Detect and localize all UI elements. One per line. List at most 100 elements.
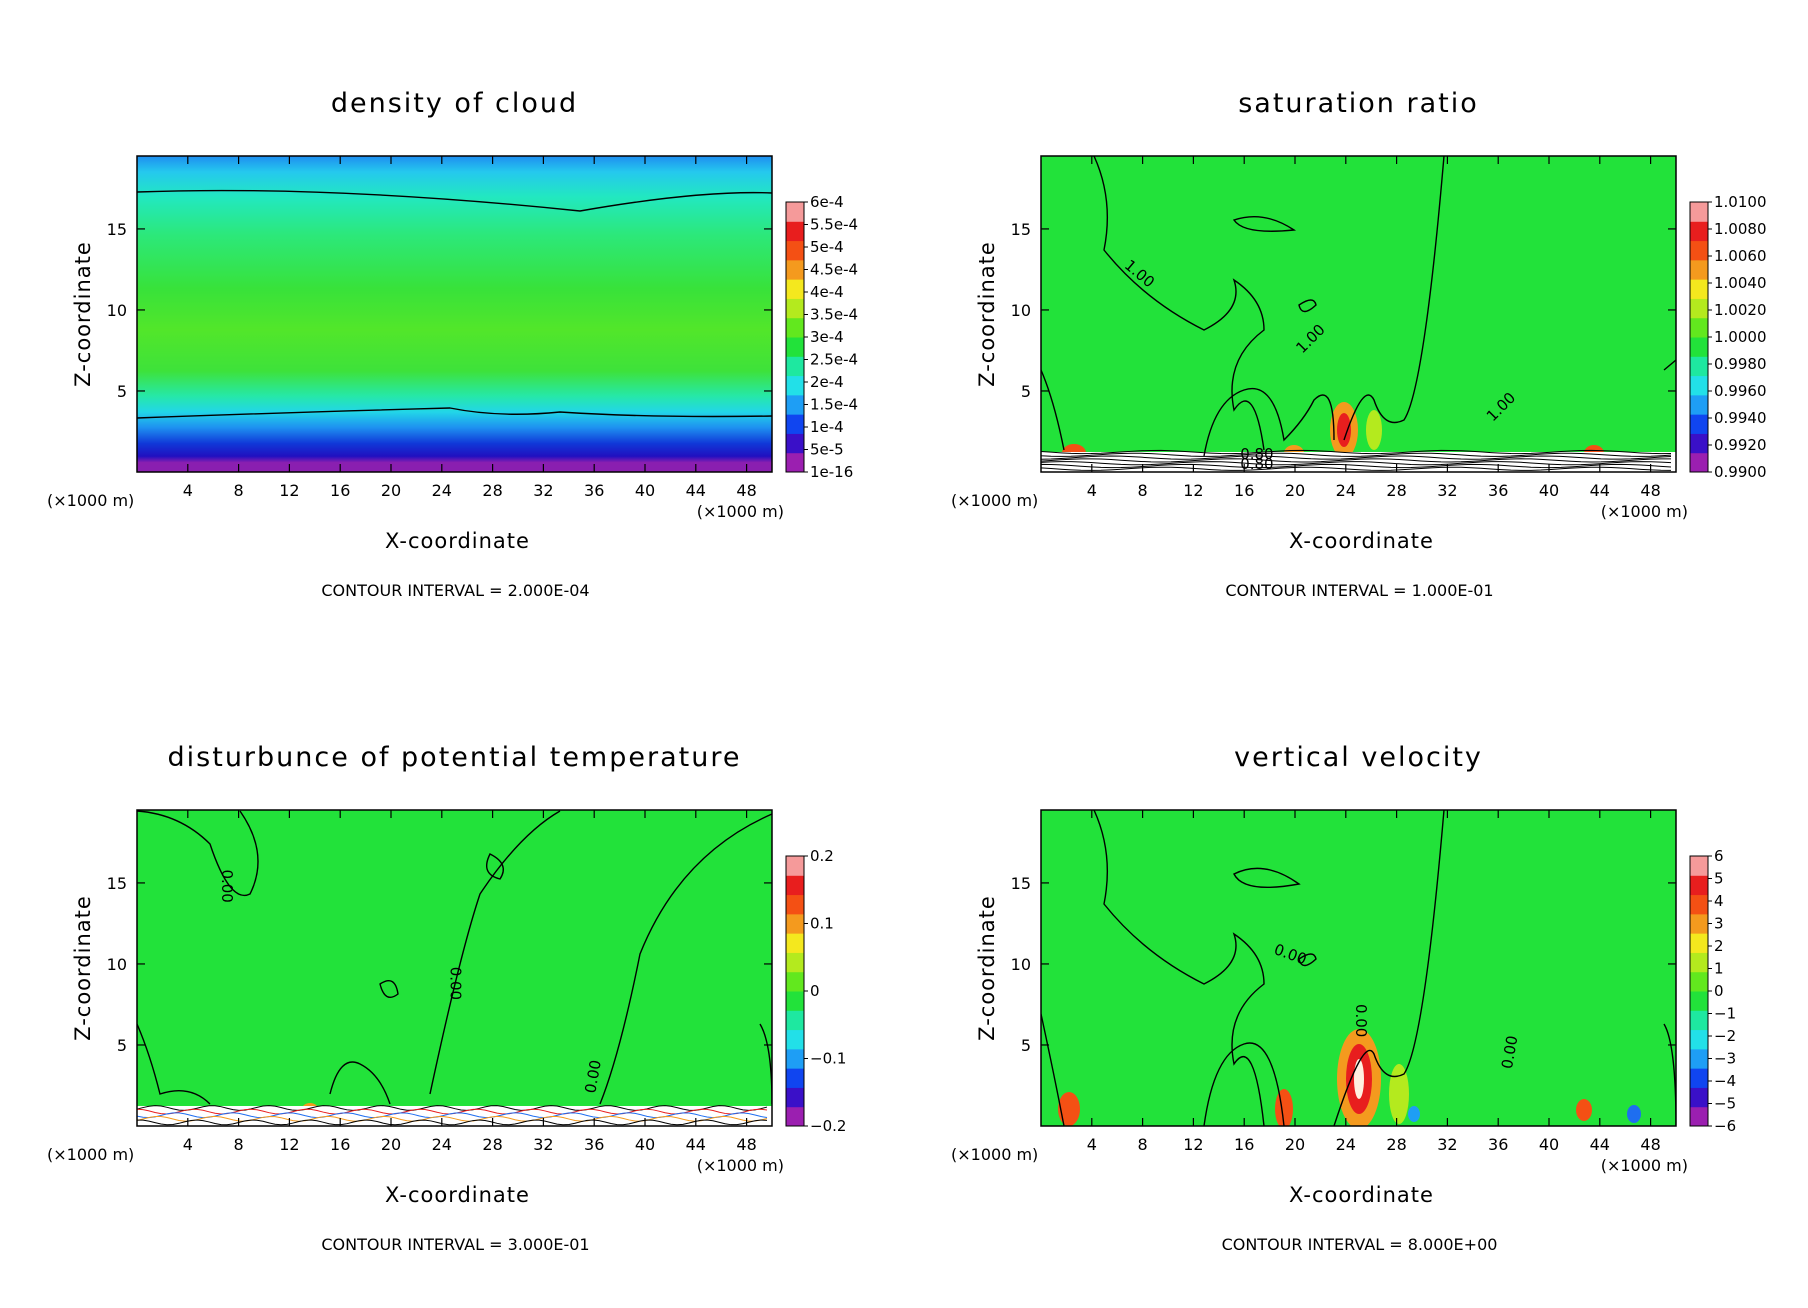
contour-label: 0.00 <box>447 967 465 1000</box>
y-tick-label: 15 <box>107 220 127 239</box>
x-tick-label: 32 <box>533 1135 553 1154</box>
colorbar-swatch <box>1690 433 1708 454</box>
x-tick-label: 40 <box>1539 1135 1559 1154</box>
x-tick-label: 32 <box>1437 481 1457 500</box>
plot-frame <box>136 155 773 473</box>
colorbar-label: 1.0100 <box>1714 193 1767 211</box>
contour-line <box>137 1023 211 1105</box>
field-feature <box>1354 1059 1364 1099</box>
panel-potential-temperature: disturbunce of potential temperature 0.00… <box>0 654 904 1308</box>
colorbar-swatch <box>786 414 804 434</box>
field-feature <box>1627 1105 1641 1123</box>
x-tick-label: 48 <box>1640 481 1660 500</box>
colorbar-swatch <box>1690 394 1708 415</box>
x-tick-label: 32 <box>1437 1135 1457 1154</box>
x-tick-label: 4 <box>183 481 193 500</box>
colorbar-label: 6 <box>1714 847 1724 865</box>
contour-line <box>1233 867 1301 889</box>
x-tick-label: 4 <box>183 1135 193 1154</box>
colorbar-label: 0.2 <box>810 847 834 865</box>
contour-line <box>1041 449 1672 455</box>
x-unit-label: (×1000 m) <box>697 502 784 521</box>
field-feature <box>1058 1092 1080 1126</box>
y-axis-label: Z-coordinate <box>975 241 999 387</box>
x-tick-label: 36 <box>584 481 604 500</box>
x-tick-label: 12 <box>279 481 299 500</box>
field-feature <box>1408 1106 1420 1122</box>
x-tick-label: 24 <box>1336 1135 1356 1154</box>
y-tick-label: 10 <box>107 301 127 320</box>
chart-title: saturation ratio <box>1238 88 1479 119</box>
colorbar-swatch <box>1690 933 1708 953</box>
field-gradient <box>137 156 772 472</box>
field-base <box>137 810 772 1126</box>
y-tick-label: 5 <box>117 1036 127 1055</box>
colorbar-label: 0.1 <box>810 915 834 933</box>
x-tick-label: 28 <box>1386 1135 1406 1154</box>
x-axis-label: X-coordinate <box>385 1183 530 1207</box>
colorbar-label: 2e-4 <box>810 373 844 391</box>
colorbar-swatch <box>1690 1068 1708 1088</box>
contour-line <box>379 980 399 998</box>
colorbar-swatch <box>786 1010 804 1031</box>
colorbar-label: 1.5e-4 <box>810 396 858 414</box>
colorbar-swatch <box>786 337 804 357</box>
colorbar-label: 4e-4 <box>810 283 844 301</box>
colorbar-label: 1 <box>1714 960 1724 978</box>
colorbar-label: −0.2 <box>810 1117 846 1135</box>
chart-title: density of cloud <box>331 88 578 119</box>
field-shading <box>137 156 772 472</box>
field-feature <box>1366 410 1382 450</box>
colorbar-swatch <box>1690 1106 1708 1127</box>
colorbar-label: 1e-4 <box>810 418 844 436</box>
colorbar-swatch <box>1690 894 1708 915</box>
colorbar-swatch <box>786 298 804 319</box>
colorbar-swatch <box>1690 971 1708 992</box>
colorbar-swatch <box>786 317 804 338</box>
colorbar-label: 0.9980 <box>1714 355 1767 373</box>
y-tick-label: 5 <box>117 382 127 401</box>
chart-title: vertical velocity <box>1234 742 1483 773</box>
colorbar-swatch <box>786 452 804 473</box>
colorbar-swatch <box>1690 202 1708 222</box>
colorbar-label: 1.0040 <box>1714 274 1767 292</box>
colorbar-swatch <box>786 933 804 953</box>
colorbar-swatch <box>786 356 804 377</box>
contour-line <box>1041 461 1672 466</box>
panel-saturation-ratio: saturation ratio 1.00 1.00 1.00 0.80 0.80 4 8 12… <box>904 0 1808 654</box>
colorbar-swatch <box>786 1048 804 1069</box>
x-tick-label: 4 <box>1087 1135 1097 1154</box>
y-unit-label: (×1000 m) <box>951 1145 1038 1164</box>
y-axis-label: Z-coordinate <box>71 895 95 1041</box>
colorbar-label: 1e-16 <box>810 463 853 481</box>
colorbar-label: 3e-4 <box>810 328 844 346</box>
y-axis-label: Z-coordinate <box>71 241 95 387</box>
contour-interval: CONTOUR INTERVAL = 8.000E+00 <box>1222 1235 1498 1254</box>
colorbar-swatch <box>1690 221 1708 242</box>
colorbar-label: −6 <box>1714 1117 1736 1135</box>
contour-line <box>1203 1042 1285 1126</box>
contour-line <box>137 810 259 897</box>
y-tick-label: 15 <box>107 874 127 893</box>
chart-title: disturbunce of potential temperature <box>168 742 742 773</box>
x-tick-label: 8 <box>1138 1135 1148 1154</box>
contour-interval: CONTOUR INTERVAL = 3.000E-01 <box>321 1235 589 1254</box>
colorbar-swatch <box>1690 991 1708 1011</box>
colorbar-label: 5.5e-4 <box>810 216 858 234</box>
contour-line <box>1041 369 1065 451</box>
field-shading <box>1041 810 1676 1126</box>
colorbar-swatch <box>786 240 804 261</box>
contour-label: 0.80 <box>1240 455 1273 473</box>
chart-potential-temperature: disturbunce of potential temperature 0.00… <box>47 742 846 1254</box>
colorbar-swatch <box>1690 414 1708 434</box>
colorbar-label: 0.9940 <box>1714 409 1767 427</box>
field-base <box>1041 156 1676 472</box>
x-tick-label: 40 <box>635 481 655 500</box>
contour-line <box>1041 458 1672 463</box>
colorbar-swatch <box>786 991 804 1011</box>
colorbar-swatch <box>786 894 804 915</box>
colorbar-swatch <box>786 394 804 415</box>
colorbar-label: 2 <box>1714 937 1724 955</box>
